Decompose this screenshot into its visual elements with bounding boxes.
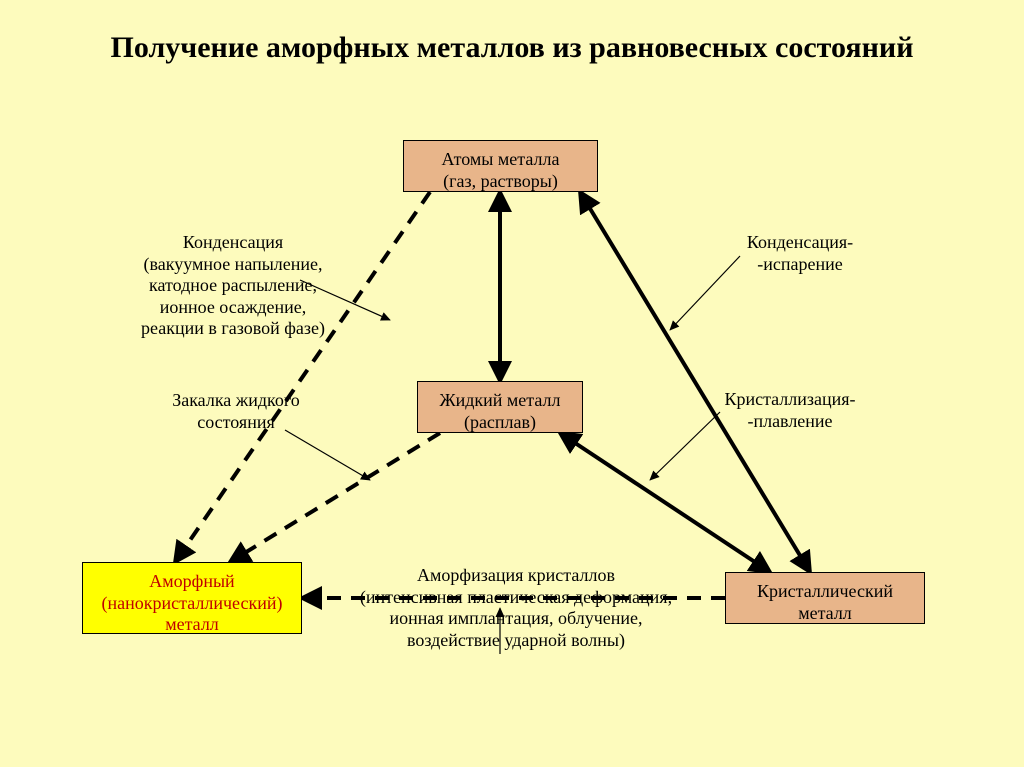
label-condensation: Конденсация(вакуумное напыление,катодное…: [118, 232, 348, 340]
label-quench: Закалка жидкогосостояния: [136, 390, 336, 433]
label-amorphization: Аморфизация кристаллов(интенсивная пласт…: [316, 565, 716, 651]
node-amorph-l2: (нанокристаллический): [102, 593, 283, 613]
node-crystal: Кристаллический металл: [725, 572, 925, 624]
node-liquid-l2: (расплав): [464, 412, 536, 432]
node-atoms-l1: Атомы металла: [442, 149, 560, 169]
node-atoms: Атомы металла (газ, растворы): [403, 140, 598, 192]
node-amorph-l3: металл: [165, 614, 219, 634]
label-cond-evap: Конденсация--испарение: [720, 232, 880, 275]
node-crystal-l1: Кристаллический: [757, 581, 893, 601]
node-amorph: Аморфный (нанокристаллический) металл: [82, 562, 302, 634]
label-cryst-melt: Кристаллизация--плавление: [700, 389, 880, 432]
node-atoms-l2: (газ, растворы): [443, 171, 558, 191]
page-title: Получение аморфных металлов из равновесн…: [0, 0, 1024, 66]
node-amorph-l1: Аморфный: [149, 571, 234, 591]
node-liquid: Жидкий металл (расплав): [417, 381, 583, 433]
node-crystal-l2: металл: [798, 603, 852, 623]
node-liquid-l1: Жидкий металл: [439, 390, 560, 410]
